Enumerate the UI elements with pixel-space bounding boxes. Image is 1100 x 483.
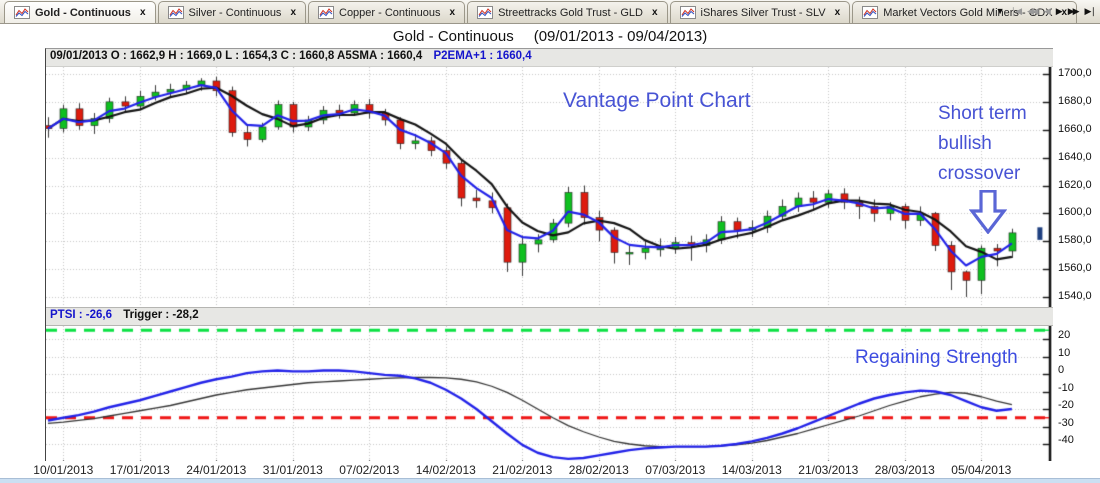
tab-close-icon[interactable]: x: [139, 7, 146, 18]
trigger-value: Trigger : -28,2: [123, 309, 199, 321]
p2ema-value: P2EMA+1 : 1660,4: [433, 50, 532, 62]
tab-copper-continuous[interactable]: Copper - Continuous x: [308, 1, 466, 23]
tab-ishares-silver-trust-slv[interactable]: iShares Silver Trust - SLV x: [669, 1, 851, 23]
date-tick-label: 07/02/2013: [339, 463, 400, 477]
down-arrow-icon: [969, 190, 1007, 234]
chart-title-range: (09/01/2013 - 09/04/2013): [533, 27, 708, 45]
price-tick-label: 1640,0: [1058, 150, 1092, 163]
price-tick-label: 1680,0: [1058, 94, 1092, 107]
ohlc-info-bar: 09/01/2013 O : 1662,9 H : 1669,0 L : 165…: [46, 49, 1053, 67]
date-tick-label: 24/01/2013: [186, 463, 247, 477]
price-tick-label: 1540,0: [1058, 290, 1092, 302]
ptsi-chart-canvas[interactable]: [46, 326, 1052, 464]
ptsi-tick-label: -30: [1058, 416, 1074, 429]
tab-label: Silver - Continuous: [188, 6, 282, 19]
tab-label: Gold - Continuous: [35, 6, 131, 19]
price-chart-canvas[interactable]: [46, 67, 1052, 307]
price-tick-label: 1560,0: [1058, 262, 1092, 275]
chart-icon: [862, 6, 879, 19]
tab-close-icon[interactable]: x: [290, 7, 296, 18]
date-tick-label: 28/02/2013: [568, 463, 629, 477]
fast-forward-icon[interactable]: ▶▶: [1067, 6, 1080, 16]
x-axis-labels: 10/01/2013 17/01/2013 24/01/2013 31/01/2013…: [0, 461, 1100, 478]
tab-label: Copper - Continuous: [339, 6, 441, 19]
date-tick-label: 07/03/2013: [645, 463, 706, 477]
chart-icon: [679, 6, 696, 19]
tab-streettracks-gold-trust-gld[interactable]: Streettracks Gold Trust - GLD x: [467, 1, 668, 23]
ptsi-value: PTSI : -26,6: [50, 309, 112, 321]
tab-bar: Gold - Continuous x Silver - Continuous x Co…: [0, 0, 1100, 24]
chart-title-symbol: Gold - Continuous: [392, 27, 514, 45]
tab-market-vectors-gold-miners-gdx[interactable]: Market Vectors Gold Miners - GDX x: [852, 1, 1078, 23]
chart-icon: [318, 6, 334, 19]
horizontal-scroll-strip[interactable]: [0, 478, 1100, 483]
ptsi-tick-label: 10: [1058, 346, 1071, 359]
chart-icon: [14, 6, 30, 19]
date-tick-label: 31/01/2013: [262, 463, 323, 477]
ohlc-values: 09/01/2013 O : 1662,9 H : 1669,0 L : 165…: [50, 50, 423, 62]
tab-navigation: ▼ ❘◀ ◀◀ ◀ ▶ ▶▶ ▶❘: [995, 4, 1098, 18]
date-tick-label: 21/02/2013: [492, 463, 553, 477]
chart-title: Gold - Continuous (09/01/2013 - 09/04/20…: [0, 24, 1100, 48]
date-tick-label: 14/03/2013: [721, 463, 782, 477]
ptsi-info-bar: PTSI : -26,6 Trigger : -28,2: [46, 307, 1053, 326]
fast-back-icon[interactable]: ◀◀: [1027, 6, 1039, 16]
ptsi-tick-label: -40: [1058, 434, 1074, 446]
price-tick-label: 1700,0: [1058, 67, 1092, 79]
skip-first-icon[interactable]: ❘◀: [1009, 6, 1023, 16]
dropdown-icon[interactable]: ▼: [995, 6, 1005, 16]
chart-frame: 09/01/2013 O : 1662,9 H : 1669,0 L : 165…: [45, 48, 1053, 466]
date-tick-label: 14/02/2013: [415, 463, 476, 477]
tab-silver-continuous[interactable]: Silver - Continuous x: [157, 1, 306, 23]
ptsi-tick-label: 20: [1058, 329, 1071, 341]
tab-label: Streettracks Gold Trust - GLD: [498, 6, 643, 19]
date-tick-label: 17/01/2013: [109, 463, 170, 477]
tab-label: iShares Silver Trust - SLV: [700, 6, 826, 19]
price-tick-label: 1660,0: [1058, 122, 1092, 135]
tab-close-icon[interactable]: x: [834, 7, 841, 18]
date-tick-label: 28/03/2013: [874, 463, 935, 477]
tab-label: Market Vectors Gold Miners - GDX: [883, 6, 1053, 19]
ptsi-tick-label: 0: [1058, 364, 1065, 376]
ptsi-tick-label: -10: [1058, 381, 1074, 394]
forward-icon[interactable]: ▶: [1055, 6, 1063, 16]
date-tick-label: 05/04/2013: [951, 463, 1012, 477]
skip-last-icon[interactable]: ▶❘: [1084, 6, 1098, 16]
date-tick-label: 21/03/2013: [798, 463, 859, 477]
date-tick-label: 10/01/2013: [33, 463, 94, 477]
tab-gold-continuous[interactable]: Gold - Continuous x: [4, 1, 156, 23]
ptsi-tick-label: -20: [1058, 399, 1074, 411]
tab-close-icon[interactable]: x: [651, 7, 658, 18]
tab-close-icon[interactable]: x: [1061, 7, 1068, 18]
price-tick-label: 1600,0: [1058, 206, 1092, 219]
chart-icon: [167, 6, 184, 19]
chart-icon: [477, 6, 494, 19]
price-tick-label: 1620,0: [1058, 178, 1092, 191]
tab-close-icon[interactable]: x: [449, 7, 456, 18]
back-icon[interactable]: ◀: [1043, 6, 1051, 16]
price-tick-label: 1580,0: [1058, 234, 1092, 247]
